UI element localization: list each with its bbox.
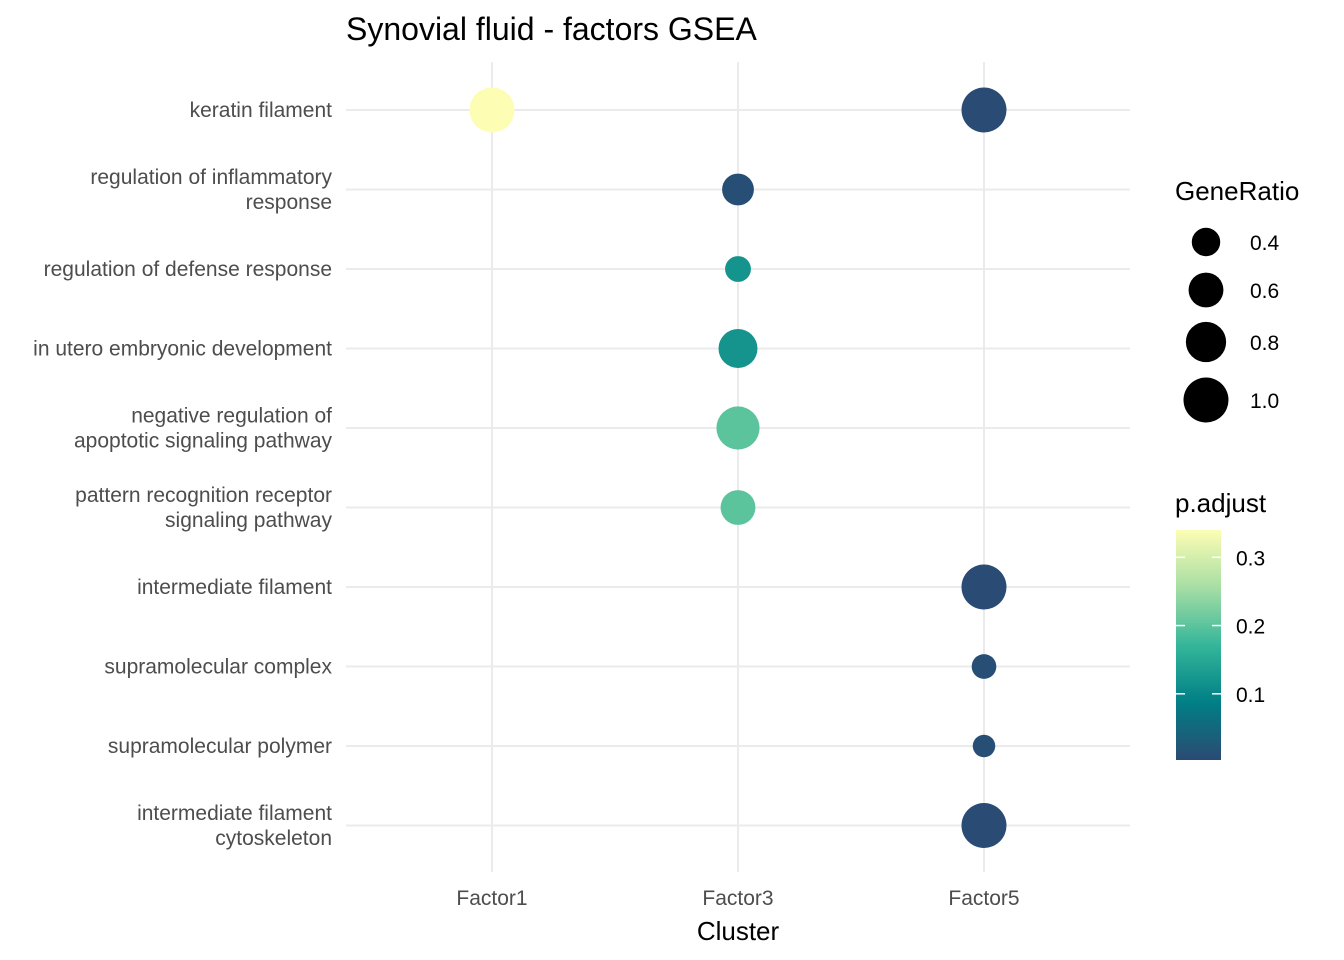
size-legend-label: 0.6 xyxy=(1250,280,1279,303)
y-tick-label: supramolecular complex xyxy=(104,656,332,679)
y-tick-label: signaling pathway xyxy=(165,509,332,532)
y-axis-ticks: keratin filament regulation of inflammato… xyxy=(33,99,332,850)
size-legend-key xyxy=(1188,272,1224,308)
color-legend-bar xyxy=(1176,530,1221,760)
data-point xyxy=(961,564,1007,610)
x-axis-title: Cluster xyxy=(697,916,780,946)
x-tick-label: Factor1 xyxy=(456,887,527,910)
data-point xyxy=(961,803,1007,848)
data-point xyxy=(725,256,751,282)
color-legend-label: 0.3 xyxy=(1236,547,1265,570)
data-point xyxy=(971,654,997,679)
x-tick-label: Factor3 xyxy=(702,887,773,910)
x-axis-ticks: Factor1 Factor3 Factor5 xyxy=(456,887,1019,910)
x-tick-label: Factor5 xyxy=(948,887,1019,910)
size-legend-label: 0.8 xyxy=(1250,332,1279,355)
y-tick-label: apoptotic signaling pathway xyxy=(74,430,333,453)
data-point xyxy=(961,87,1007,133)
chart-title: Synovial fluid - factors GSEA xyxy=(346,11,757,47)
y-tick-label: in utero embryonic development xyxy=(33,338,332,361)
size-legend: GeneRatio 0.4 0.6 0.8 1.0 xyxy=(1175,176,1299,423)
y-tick-label: regulation of inflammatory xyxy=(90,166,332,189)
size-legend-label: 0.4 xyxy=(1250,232,1280,255)
color-legend: p.adjust 0.1 0.2 0.3 xyxy=(1175,488,1267,760)
data-point xyxy=(972,734,996,758)
size-legend-key xyxy=(1191,227,1221,257)
size-legend-label: 1.0 xyxy=(1250,390,1279,413)
y-tick-label: response xyxy=(246,191,332,214)
y-tick-label: intermediate filament xyxy=(137,802,332,825)
y-tick-label: regulation of defense response xyxy=(44,258,332,281)
y-tick-label: negative regulation of xyxy=(131,405,332,428)
y-tick-label: cytoskeleton xyxy=(215,827,332,850)
data-point xyxy=(720,490,756,525)
y-tick-label: supramolecular polymer xyxy=(108,735,332,758)
color-legend-title: p.adjust xyxy=(1175,488,1267,518)
data-point xyxy=(716,406,760,450)
data-point xyxy=(469,87,515,133)
color-legend-label: 0.1 xyxy=(1236,684,1265,707)
size-legend-key xyxy=(1185,321,1227,363)
data-point xyxy=(722,173,754,206)
size-legend-key xyxy=(1183,377,1229,423)
y-tick-label: intermediate filament xyxy=(137,576,332,599)
y-tick-label: keratin filament xyxy=(190,99,333,122)
size-legend-title: GeneRatio xyxy=(1175,176,1299,206)
data-point xyxy=(718,329,758,368)
data-points xyxy=(469,87,1007,848)
y-tick-label: pattern recognition receptor xyxy=(75,484,332,507)
color-legend-label: 0.2 xyxy=(1236,616,1265,639)
